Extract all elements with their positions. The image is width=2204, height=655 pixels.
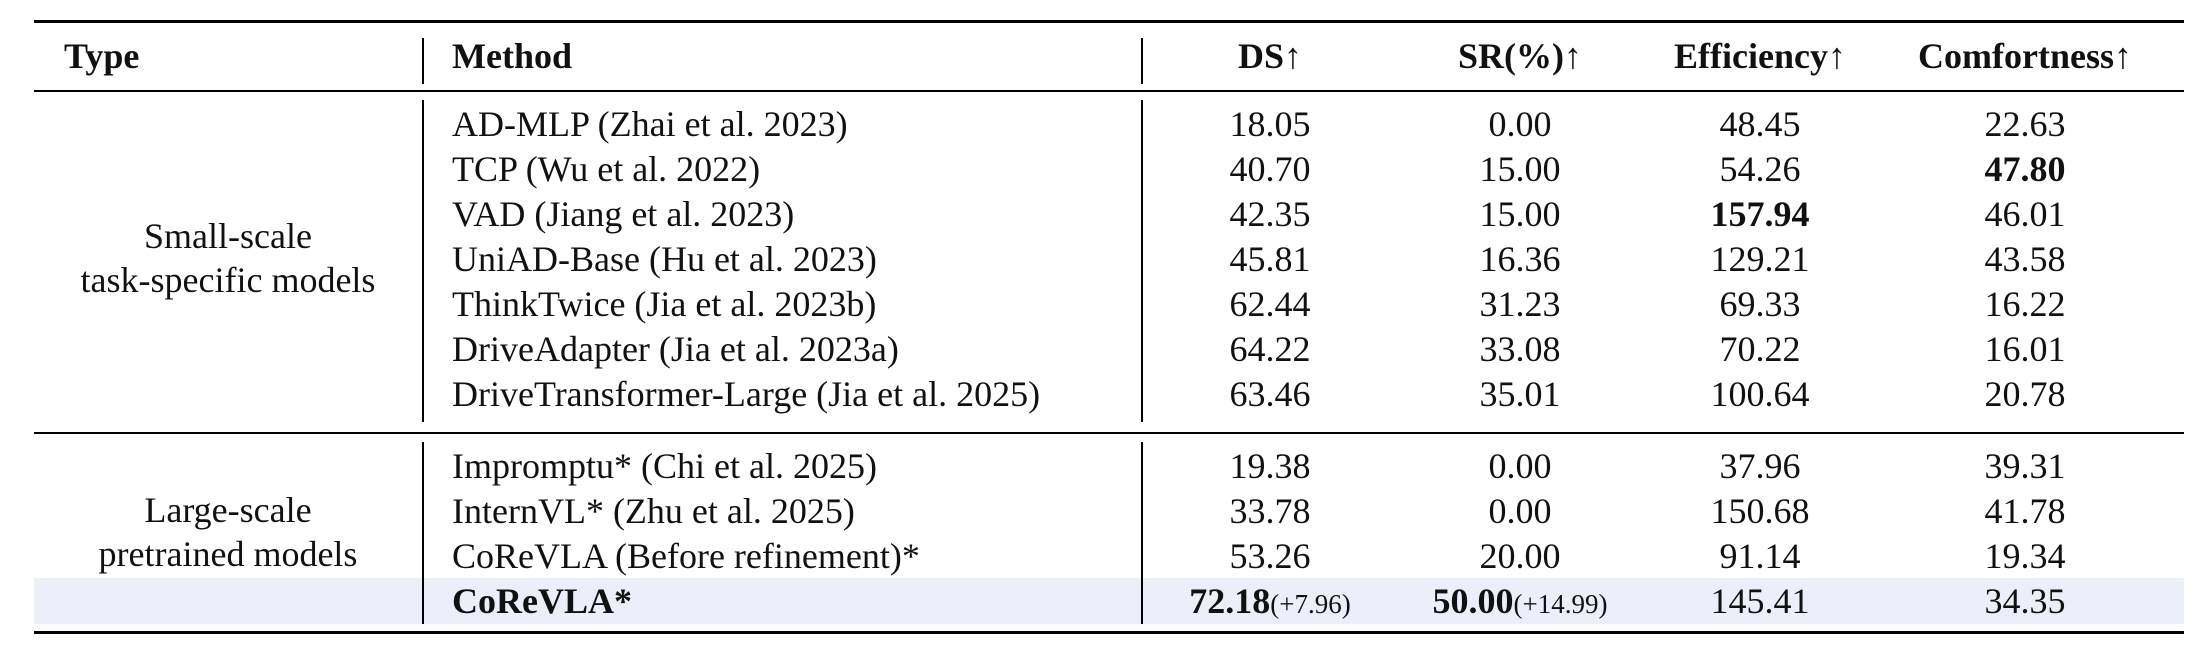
table-row-method-ours: CoReVLA* bbox=[452, 581, 632, 621]
table-row-sr: 0.00 bbox=[1488, 104, 1552, 144]
group2-divider-type bbox=[422, 442, 424, 624]
table-row-method: CoReVLA (Before refinement)* bbox=[452, 536, 920, 576]
table-row-method: VAD (Jiang et al. 2023) bbox=[452, 194, 795, 234]
table-row-efficiency: 129.21 bbox=[1710, 239, 1810, 279]
table-row-comfortness: 46.01 bbox=[1984, 194, 2066, 234]
table-row-ds: 19.38 bbox=[1229, 446, 1311, 486]
table-row-ds-ours: 72.18(+7.96) bbox=[1160, 579, 1380, 626]
table-row-method: DriveAdapter (Jia et al. 2023a) bbox=[452, 329, 899, 369]
table-row-ds: 45.81 bbox=[1229, 239, 1311, 279]
table-row-efficiency: 48.45 bbox=[1719, 104, 1801, 144]
table-row-ds: 63.46 bbox=[1229, 374, 1311, 414]
table-row-comfortness: 16.22 bbox=[1984, 284, 2066, 324]
table-row-method: DriveTransformer-Large (Jia et al. 2025) bbox=[452, 374, 1041, 414]
table-row-method: Impromptu* (Chi et al. 2025) bbox=[452, 446, 877, 486]
group1-type-line2: task-specific models bbox=[80, 260, 376, 300]
group2-type-line2: pretrained models bbox=[98, 534, 358, 574]
table-row-comfortness: 34.35 bbox=[1984, 581, 2066, 621]
table-row-sr: 15.00 bbox=[1479, 149, 1561, 189]
bottom-rule bbox=[34, 631, 2184, 634]
table-row-sr-ours: 50.00(+14.99) bbox=[1400, 579, 1640, 626]
header-comfortness: Comfortness↑ bbox=[1918, 36, 2132, 76]
group1-divider-method bbox=[1141, 100, 1143, 422]
table-row-comfortness: 16.01 bbox=[1984, 329, 2066, 369]
table-row-efficiency: 69.33 bbox=[1719, 284, 1801, 324]
highlight-row-background bbox=[34, 578, 2184, 624]
table-row-method: UniAD-Base (Hu et al. 2023) bbox=[452, 239, 877, 279]
sr-delta: (+14.99) bbox=[1513, 589, 1608, 619]
header-rule bbox=[34, 90, 2184, 92]
header-type: Type bbox=[64, 36, 140, 76]
table-row-comfortness: 22.63 bbox=[1984, 104, 2066, 144]
table-row-sr: 15.00 bbox=[1479, 194, 1561, 234]
table-row-comfortness: 41.78 bbox=[1984, 491, 2066, 531]
group2-divider-method bbox=[1141, 442, 1143, 624]
table-row-method: AD-MLP (Zhai et al. 2023) bbox=[452, 104, 848, 144]
header-sr: SR(%)↑ bbox=[1458, 36, 1582, 76]
table-row-ds: 40.70 bbox=[1229, 149, 1311, 189]
sr-value-best: 50.00 bbox=[1432, 581, 1514, 621]
group-separator-rule bbox=[34, 432, 2184, 434]
table-row-efficiency: 145.41 bbox=[1710, 581, 1810, 621]
table-row-comfortness: 39.31 bbox=[1984, 446, 2066, 486]
table-row-method: InternVL* (Zhu et al. 2025) bbox=[452, 491, 855, 531]
table-row-sr: 0.00 bbox=[1488, 446, 1552, 486]
ds-value-best: 72.18 bbox=[1189, 581, 1271, 621]
group2-type-label: Large-scale pretrained models bbox=[34, 488, 422, 576]
table-row-efficiency: 91.14 bbox=[1719, 536, 1801, 576]
table-row-comfortness: 19.34 bbox=[1984, 536, 2066, 576]
header-divider-method bbox=[1141, 38, 1143, 84]
table-row-sr: 16.36 bbox=[1479, 239, 1561, 279]
table-row-efficiency: 150.68 bbox=[1710, 491, 1810, 531]
table-row-comfortness: 20.78 bbox=[1984, 374, 2066, 414]
ds-delta: (+7.96) bbox=[1270, 589, 1351, 619]
table-row-efficiency: 54.26 bbox=[1719, 149, 1801, 189]
table-row-efficiency-best: 157.94 bbox=[1710, 194, 1810, 234]
table-row-ds: 53.26 bbox=[1229, 536, 1311, 576]
table-row-ds: 33.78 bbox=[1229, 491, 1311, 531]
group1-divider-type bbox=[422, 100, 424, 422]
table-row-method: ThinkTwice (Jia et al. 2023b) bbox=[452, 284, 877, 324]
table-row-sr: 0.00 bbox=[1488, 491, 1552, 531]
table-row-sr: 20.00 bbox=[1479, 536, 1561, 576]
top-rule bbox=[34, 20, 2184, 23]
table-row-efficiency: 70.22 bbox=[1719, 329, 1801, 369]
table-row-ds: 42.35 bbox=[1229, 194, 1311, 234]
group1-type-label: Small-scale task-specific models bbox=[34, 214, 422, 302]
group2-type-line1: Large-scale bbox=[144, 490, 312, 530]
table-row-comfortness-best: 47.80 bbox=[1984, 149, 2066, 189]
table-row-efficiency: 37.96 bbox=[1719, 446, 1801, 486]
table-row-comfortness: 43.58 bbox=[1984, 239, 2066, 279]
header-method: Method bbox=[452, 36, 572, 76]
table-row-sr: 33.08 bbox=[1479, 329, 1561, 369]
table-row-sr: 35.01 bbox=[1479, 374, 1561, 414]
header-ds: DS↑ bbox=[1237, 36, 1303, 76]
group1-type-line1: Small-scale bbox=[144, 216, 312, 256]
table-row-ds: 62.44 bbox=[1229, 284, 1311, 324]
table-row-efficiency: 100.64 bbox=[1710, 374, 1810, 414]
header-efficiency: Efficiency↑ bbox=[1674, 36, 1846, 76]
table-row-method: TCP (Wu et al. 2022) bbox=[452, 149, 761, 189]
table-row-ds: 18.05 bbox=[1229, 104, 1311, 144]
table-row-ds: 64.22 bbox=[1229, 329, 1311, 369]
table-row-sr: 31.23 bbox=[1479, 284, 1561, 324]
header-divider-type bbox=[422, 38, 424, 84]
